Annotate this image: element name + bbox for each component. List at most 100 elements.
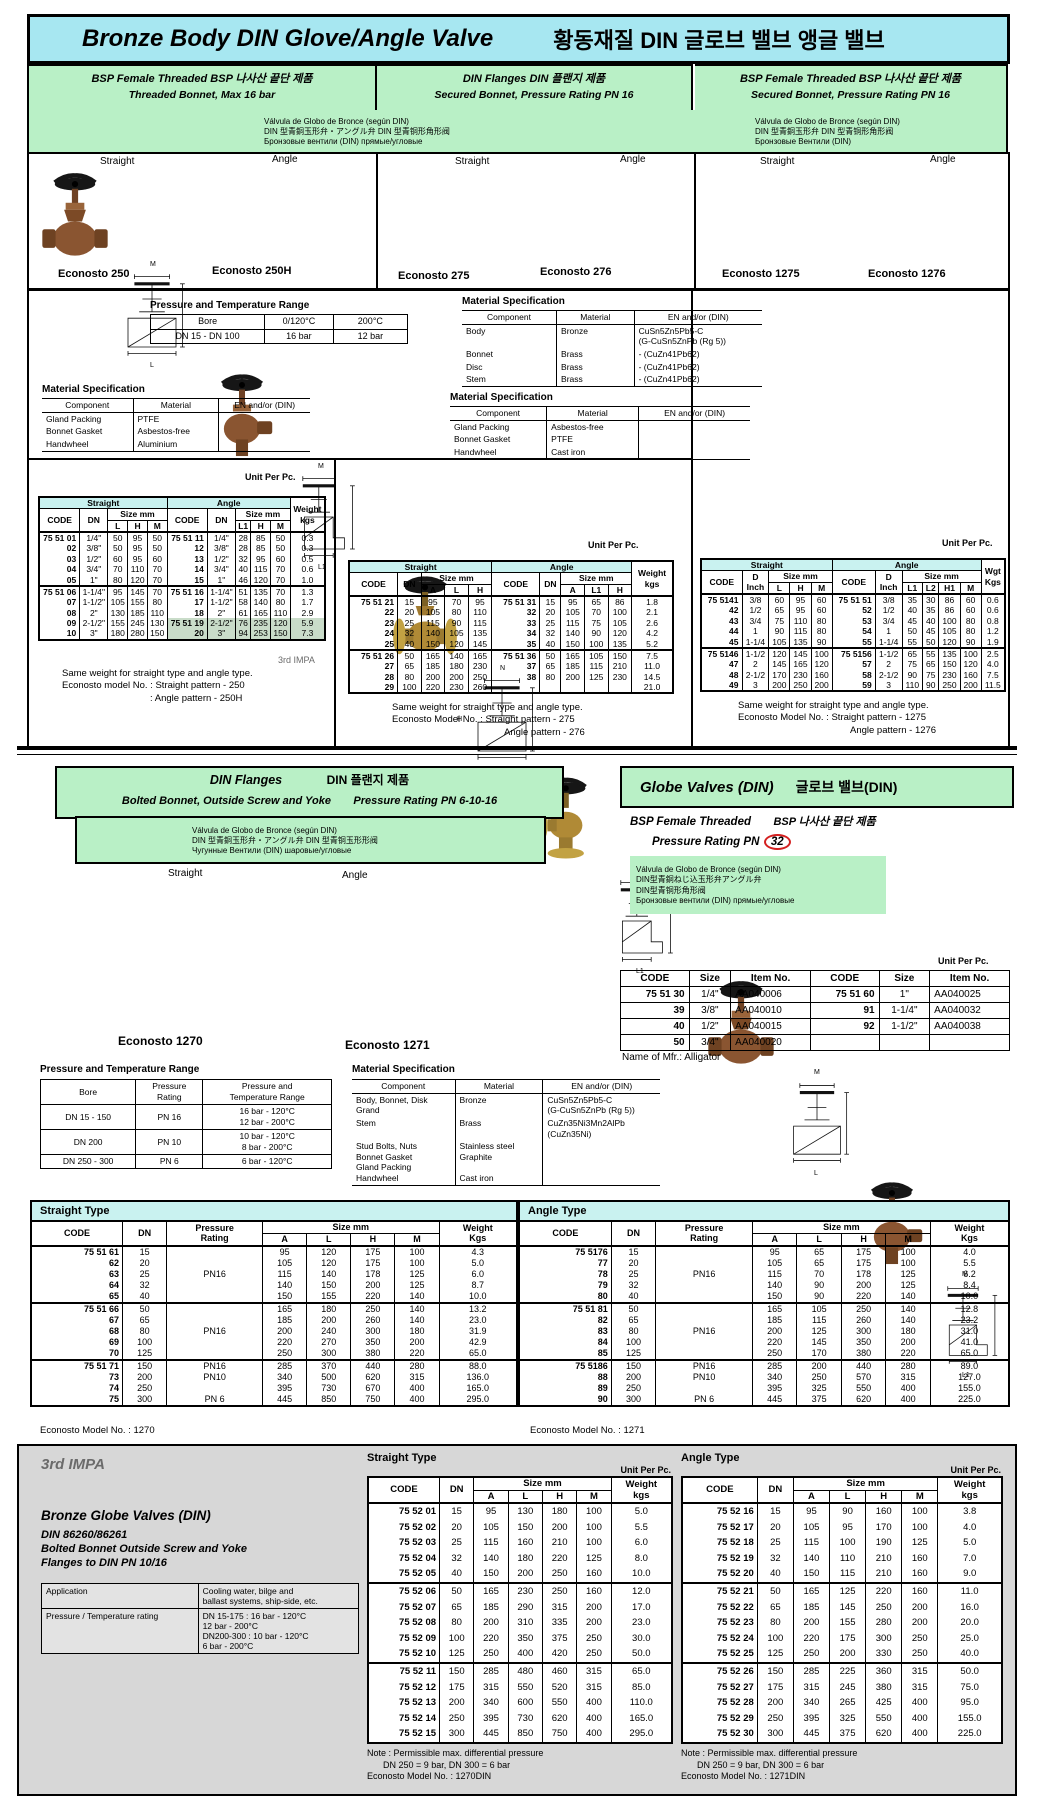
column-header: A (792, 1490, 831, 1504)
table-cell: 9.0 (937, 1566, 1003, 1584)
table-cell: 50 (107, 532, 129, 544)
table-cell: 140 (262, 1279, 308, 1291)
section-header-line1: BSP Female Threaded BSP 나사산 끝단 제품 (91, 73, 313, 85)
table-cell (166, 1290, 264, 1303)
column-header: Size mm (560, 572, 633, 585)
table-cell: 155 (829, 1615, 867, 1631)
column-header: A (473, 1490, 509, 1504)
table-cell: 40 (756, 1566, 794, 1584)
table-cell: 105 (420, 607, 446, 618)
table-cell: 62 (30, 1257, 124, 1269)
table-cell: 210 (865, 1550, 903, 1567)
table-cell: PN16 (166, 1268, 264, 1280)
table-cell: 140 (792, 1550, 831, 1567)
table-cell: Asbestos-free (546, 420, 639, 434)
table-cell: 27 (348, 661, 399, 672)
table-cell: 200 (885, 1336, 931, 1348)
table-cell: Body (466, 325, 486, 336)
table-cell: 35 (922, 605, 940, 616)
table-cell (539, 681, 562, 694)
table-cell: 100 (584, 638, 609, 650)
table-cell: 185 (751, 1314, 798, 1326)
table-cell: 300 (610, 1393, 657, 1406)
section-header-line1: BSP Female Threaded BSP 나사산 끝단 제품 (739, 73, 961, 85)
column-header: CODE (348, 572, 399, 597)
table-cell: 60 (959, 605, 982, 616)
language-band-globe: Válvula de Globo de Bronce (según DIN) D… (630, 856, 886, 914)
table-cell: 64 (30, 1279, 124, 1291)
note-line: DN 250 = 9 bar, DN 300 = 6 bar (383, 1759, 511, 1770)
table-cell: 32 (756, 1550, 794, 1567)
table-cell: 6.0 (438, 1268, 518, 1280)
table-cell: 84 (518, 1336, 612, 1348)
table-cell: 570 (840, 1371, 887, 1383)
table-cell: 178 (840, 1268, 887, 1280)
table-cell: 63 (30, 1268, 124, 1280)
table-cell: 260 (467, 681, 493, 694)
column-header: Size mm (473, 1477, 612, 1491)
table-cell: 200 (768, 679, 791, 692)
table-cell: 75 51 26 (348, 649, 399, 662)
table-cell: Stem (466, 374, 486, 385)
table-cell: 750 (541, 1726, 578, 1743)
table-cell: 175 (840, 1257, 887, 1269)
table-cell: 110 (127, 564, 148, 575)
din-flanges-title-ko: DIN 플랜지 제품 (326, 773, 410, 787)
table-cell: 230 (607, 671, 633, 682)
table-cell: 75 51 06 (38, 585, 81, 598)
table-cell: 165 (473, 1583, 509, 1600)
table-cell: 40 (539, 638, 562, 650)
table-cell: 1-1/4 (741, 636, 770, 648)
table-cell: 59 (831, 679, 876, 692)
table-cell: Asbestos-free (132, 425, 219, 438)
column-header: M (146, 520, 168, 533)
table-cell: 160 (901, 1583, 939, 1600)
table-cell: 29 (348, 681, 399, 694)
table-cell: 300 (350, 1325, 396, 1337)
table-cell: 165 (250, 607, 272, 618)
table-cell: 125 (394, 1279, 440, 1291)
table-cell (584, 681, 609, 694)
table-cell: 135 (938, 647, 961, 660)
language-band-left: Válvula de Globo de Bronce (según DIN) D… (27, 110, 697, 154)
table-cell (655, 1382, 753, 1394)
table-cell: 23.2 (929, 1314, 1010, 1326)
table-cell: 12 (166, 543, 208, 554)
table-cell: 95 (127, 553, 148, 565)
table-cell: 350 (507, 1630, 543, 1647)
table-cell: 95 (127, 543, 148, 554)
pn-rating-label: Pressure Rating PN (652, 836, 760, 848)
table-cell: 105 (938, 626, 961, 637)
table-cell: 04 (38, 564, 81, 575)
table-cell: CuSn5Zn5Pb5-C (G-CuSn5ZnPb (Rg 5)) (542, 1093, 660, 1117)
table-cell: 50 (270, 532, 291, 544)
table-title: Pressure and Temperature Range (150, 300, 310, 311)
table-cell: 3/8 (874, 594, 903, 606)
table-cell: 105 (792, 1519, 831, 1536)
table-cell: 2.1 (631, 607, 674, 618)
table-cell: Cooling water, bilge and ballast systems… (197, 1583, 360, 1609)
column-header: DN (79, 508, 109, 533)
table-cell: 150 (473, 1566, 509, 1584)
table-cell: 480 (507, 1662, 543, 1680)
column-header: L (306, 1233, 352, 1247)
table-cell: 1-1/2" (878, 1018, 931, 1035)
lang-line: Бронзовые Вентили (DIN) (755, 136, 852, 146)
table-cell: 2" (79, 607, 109, 618)
table-cell: 65 (539, 661, 562, 672)
table-cell: 20 (122, 1257, 168, 1269)
table-cell: 31.9 (438, 1325, 518, 1337)
table-cell: Bronze (556, 324, 635, 348)
table-cell: 250 (350, 1302, 396, 1315)
column-header: CODE (30, 1221, 124, 1247)
table-cell: 200 (829, 1646, 867, 1663)
table-cell: 75 52 21 (681, 1583, 758, 1600)
section-header-bsp-threaded: BSP Female Threaded BSP 나사산 끝단 제품 Thread… (27, 64, 377, 116)
table-cell: 07 (38, 597, 81, 608)
section-header-din-bolted: DIN Flanges DIN 플랜지 제품 Bolted Bonnet, Ou… (55, 766, 564, 819)
table-cell: 230 (789, 669, 812, 680)
table-cell: 395 (473, 1710, 509, 1727)
table-cell: 22 (348, 607, 399, 618)
table-cell: 1-1/4" (878, 1002, 931, 1019)
table-cell: 245 (127, 617, 148, 629)
